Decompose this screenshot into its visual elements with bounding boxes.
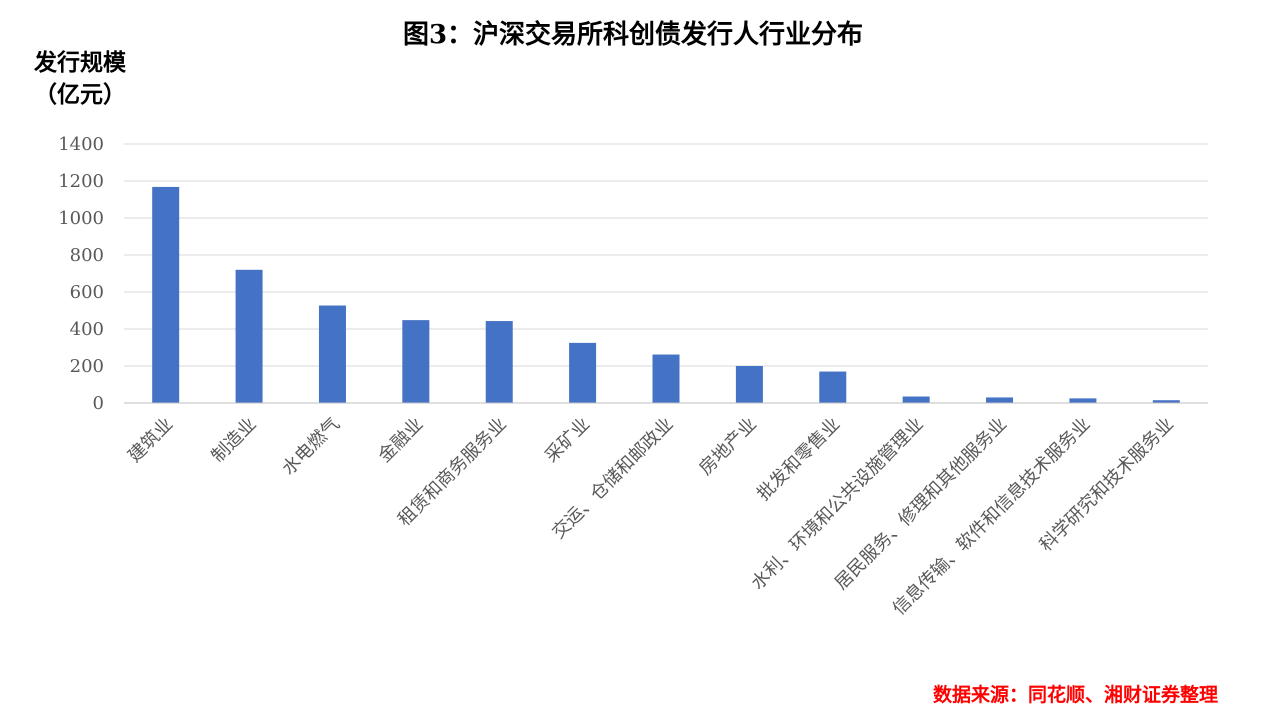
bar xyxy=(1152,400,1180,403)
x-category-label: 批发和零售业 xyxy=(753,414,844,505)
x-category-label: 居民服务、修理和其他服务业 xyxy=(831,414,1011,594)
y-tick-label: 200 xyxy=(70,356,104,377)
x-category-label: 制造业 xyxy=(208,414,261,467)
bar xyxy=(485,321,513,403)
y-axis-label-line1: 发行规模 xyxy=(34,49,126,76)
x-category-label: 建筑业 xyxy=(124,414,177,467)
bar xyxy=(819,371,847,403)
y-tick-label: 1400 xyxy=(58,134,104,155)
y-tick-label: 1000 xyxy=(58,208,104,229)
x-category-label: 水利、环境和公共设施管理业 xyxy=(747,414,927,594)
x-category-label: 水电燃气 xyxy=(278,414,344,480)
source-note: 数据来源：同花顺、湘财证券整理 xyxy=(932,684,1218,706)
y-tick-label: 400 xyxy=(70,319,104,340)
y-tick-label: 800 xyxy=(70,245,104,266)
gridlines xyxy=(124,143,1208,367)
x-category-label: 房地产业 xyxy=(695,414,761,480)
bar xyxy=(1069,398,1097,403)
x-category-label: 金融业 xyxy=(374,414,427,467)
bar xyxy=(652,354,680,403)
y-axis-unit-label: 发行规模 （亿元） xyxy=(34,47,126,111)
bar xyxy=(569,342,597,403)
y-tick-label: 600 xyxy=(70,282,104,303)
bars xyxy=(152,186,1180,403)
bar xyxy=(902,396,930,403)
bar xyxy=(318,305,346,403)
bar xyxy=(735,366,763,403)
y-tick-label: 0 xyxy=(93,393,104,414)
y-axis-ticks: 0 200 400 600 800 1000 1200 1400 xyxy=(58,134,104,414)
bar xyxy=(152,186,180,403)
x-category-label: 采矿业 xyxy=(541,414,594,467)
y-tick-label: 1200 xyxy=(58,171,104,192)
y-axis-label-line2: （亿元） xyxy=(34,81,126,108)
bar xyxy=(986,397,1014,403)
bar xyxy=(235,269,263,403)
bar xyxy=(402,320,430,403)
chart-title: 图3：沪深交易所科创债发行人行业分布 xyxy=(402,20,864,50)
